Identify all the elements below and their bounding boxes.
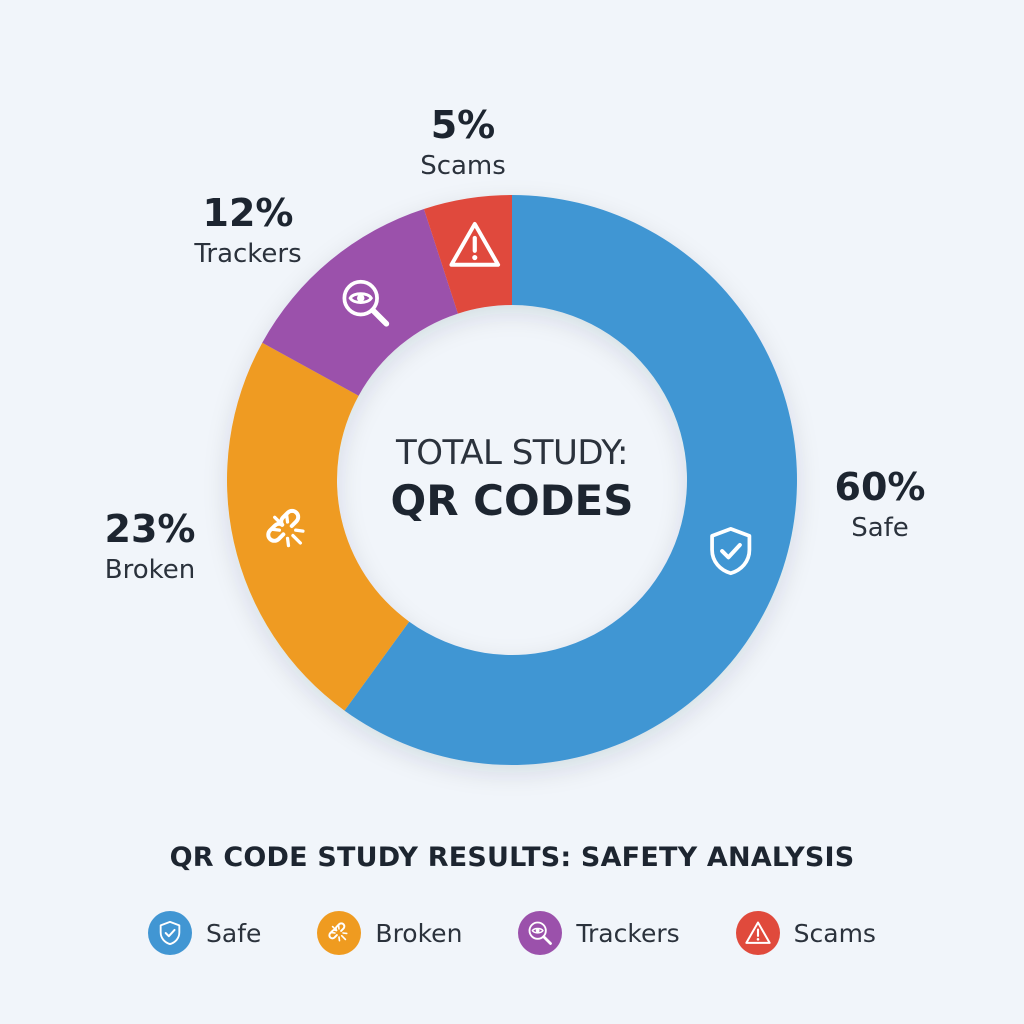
chart-title: QR CODE STUDY RESULTS: SAFETY ANALYSIS — [169, 842, 855, 873]
legend: Safe Broken Trackers Scams — [0, 908, 1024, 958]
value-label-broken: 23% — [105, 507, 196, 551]
value-label-safe: 60% — [835, 465, 926, 509]
legend-item-broken: Broken — [317, 911, 462, 955]
warning-icon — [735, 911, 780, 955]
value-label-scams: 5% — [431, 103, 496, 147]
category-label-safe: Safe — [851, 513, 909, 543]
slice-broken — [226, 342, 410, 711]
legend-item-trackers: Trackers — [518, 911, 680, 955]
legend-label: Trackers — [576, 918, 680, 948]
legend-item-scams: Scams — [735, 911, 876, 955]
category-label-scams: Scams — [420, 151, 506, 181]
shield-check-icon — [148, 911, 193, 955]
category-label-broken: Broken — [105, 555, 195, 585]
legend-label: Scams — [793, 918, 876, 948]
slice-labels: 60% Safe 23% Broken 12% Trackers 5% Scams — [105, 103, 926, 585]
slice-scams — [423, 195, 512, 314]
center-title-line2: QR CODES — [391, 476, 634, 525]
legend-label: Broken — [375, 918, 463, 948]
center-title-line1: TOTAL STUDY: — [395, 433, 628, 473]
legend-item-safe: Safe — [148, 911, 261, 955]
value-label-trackers: 12% — [203, 191, 294, 235]
eye-magnifier-icon — [518, 911, 563, 955]
slice-safe — [344, 195, 797, 765]
legend-label: Safe — [206, 918, 262, 948]
category-label-trackers: Trackers — [193, 239, 301, 269]
broken-link-icon — [317, 911, 362, 955]
